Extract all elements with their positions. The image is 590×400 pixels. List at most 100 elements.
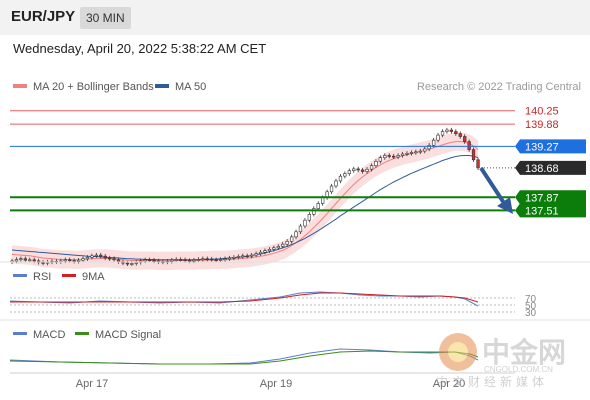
candle-body [320,197,325,204]
level-resistance: 139.88 [10,119,559,131]
candle-body [68,259,72,262]
candle [23,256,28,263]
candle-body [143,259,147,262]
candle-body [63,259,67,262]
candle-body [476,159,480,169]
candle-body [467,141,471,150]
candle [276,244,281,250]
candle [258,250,263,256]
candle-body [378,157,383,162]
candle-body [254,253,258,256]
chart-datetime: Wednesday, April 20, 2022 5:38:22 AM CET [13,41,267,56]
ma9-legend-label: 9MA [82,271,105,283]
candle-body [374,161,378,167]
candle [201,256,205,262]
candle-body [103,255,107,259]
symbol-title: EUR/JPY [11,8,76,25]
rsi-50-label: 50 [525,301,537,312]
candle-body [405,153,409,155]
candle [365,167,369,174]
candle [369,163,374,172]
candle [334,178,338,189]
candle-body [423,148,427,152]
level-resistance: 140.25 [10,106,559,118]
candle [454,129,458,136]
candle-body [196,259,201,261]
candle [76,258,81,264]
candle-body [28,259,32,262]
candle-body [285,241,289,245]
candle [90,253,94,260]
macd-legend-swatch [13,332,27,335]
rsi-70-label: 70 [525,294,537,305]
candle [387,153,391,159]
candle [347,168,352,176]
rsi-line [9,291,479,307]
candle-body [263,250,267,253]
candle [338,174,343,184]
candle [281,242,285,249]
candle-body [316,203,320,209]
ma50-legend-swatch [155,84,169,88]
x-label-apr20: Apr 20 [433,378,465,390]
rsi-legend-label: RSI [33,271,51,283]
candle-body [400,153,405,156]
level-support: 137.51 [10,203,586,218]
candle [241,253,245,259]
candle-body [152,259,156,262]
level-support: 137.87 [10,190,586,205]
candle-body [471,149,476,161]
candle-body [232,256,236,259]
level-label: 139.27 [525,141,559,153]
candle [378,155,383,164]
candle-body [409,152,414,154]
candle-body [32,259,36,262]
candle-body [76,259,81,262]
candle [316,201,320,211]
candle-body [383,155,387,159]
candle-body [294,231,298,238]
candle [414,149,418,155]
candle-body [449,129,454,132]
candle [298,223,303,234]
candle-body [41,262,45,264]
candle-body [347,170,352,174]
candle [223,256,227,262]
candle [294,229,298,240]
candle [85,255,90,261]
candle [391,154,396,160]
candle [396,153,400,160]
candle [245,253,249,259]
candle [236,254,241,260]
candle-body [281,243,285,247]
candle-body [147,259,152,262]
forecast-arrow [479,166,506,205]
candle-body [245,255,249,258]
candle [458,131,462,139]
candle-body [223,258,227,261]
candle-body [414,151,418,154]
candle [263,248,267,255]
timeframe-badge[interactable]: 30 MIN [80,7,131,29]
candle-body [241,255,245,258]
candle-body [108,257,112,260]
candle [471,147,476,162]
x-label-apr19: Apr 19 [260,378,292,390]
candle-body [307,214,312,221]
ma9-legend-swatch [62,274,76,277]
candle-body [112,258,116,261]
candle [440,129,445,138]
macd-signal-line [9,350,479,365]
candle [312,206,316,217]
candle-body [72,260,76,262]
candle [352,166,356,173]
candle [427,143,431,152]
level-label: 138.68 [525,163,559,175]
candle [325,189,329,200]
candle-body [454,131,458,135]
watermark-brand: 中金网 [482,336,566,368]
candle-body [116,259,121,262]
candle-body [267,249,272,252]
candle [405,151,409,157]
